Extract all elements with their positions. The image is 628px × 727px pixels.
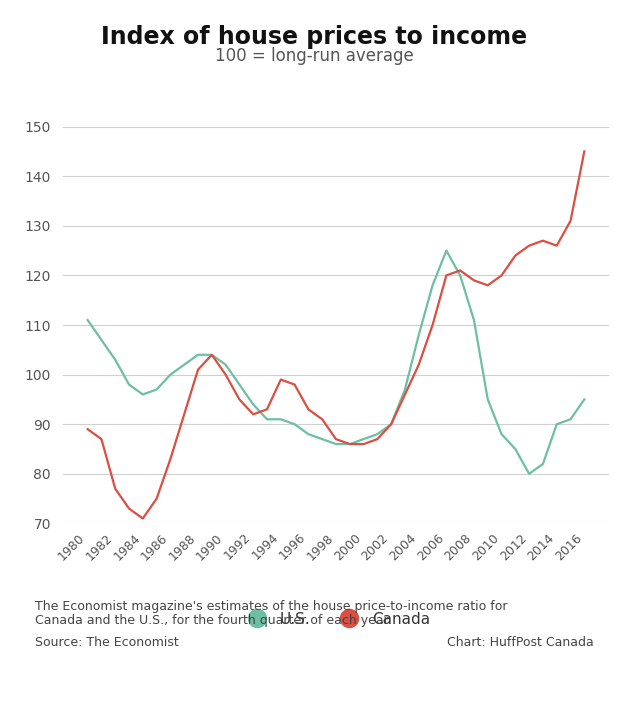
Legend: U.S., Canada: U.S., Canada	[237, 607, 435, 631]
Text: Index of house prices to income: Index of house prices to income	[101, 25, 527, 49]
Text: Source: The Economist: Source: The Economist	[35, 636, 178, 649]
Text: Canada and the U.S., for the fourth quarter of each year.: Canada and the U.S., for the fourth quar…	[35, 614, 391, 627]
Text: The Economist magazine's estimates of the house price-to-income ratio for: The Economist magazine's estimates of th…	[35, 600, 507, 613]
Text: Chart: HuffPost Canada: Chart: HuffPost Canada	[447, 636, 593, 649]
Text: 100 = long-run average: 100 = long-run average	[215, 47, 413, 65]
